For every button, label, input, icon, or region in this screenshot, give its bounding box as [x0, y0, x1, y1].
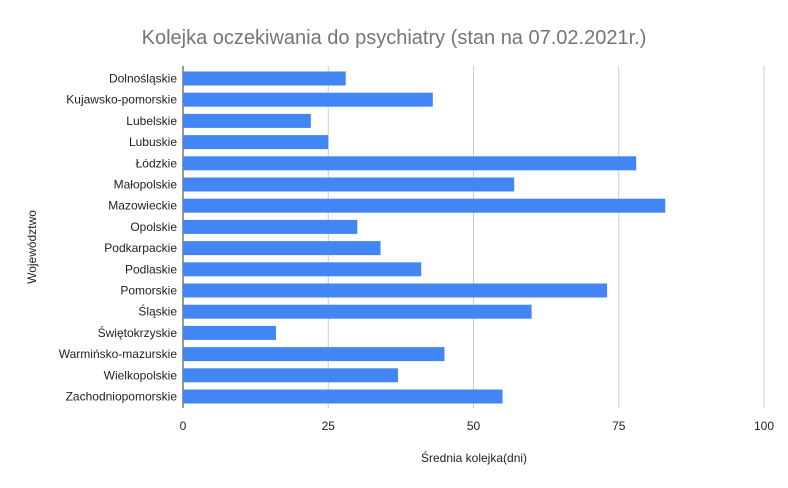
x-tick-label: 75 — [612, 419, 626, 433]
category-label: Pomorskie — [120, 284, 177, 298]
category-label: Łódzkie — [136, 156, 178, 170]
bar — [183, 368, 398, 383]
bar — [183, 113, 311, 128]
category-label: Wielkopolskie — [104, 368, 178, 382]
category-label: Warmińsko-mazurskie — [59, 347, 178, 361]
bar — [183, 241, 381, 256]
bar — [183, 156, 637, 171]
category-label: Zachodniopomorskie — [66, 390, 178, 404]
bar — [183, 135, 329, 150]
bar — [183, 389, 503, 404]
bar — [183, 198, 666, 213]
x-tick-label: 0 — [180, 419, 187, 433]
category-label: Podlaskie — [125, 262, 177, 276]
category-label: Kujawsko-pomorskie — [66, 93, 177, 107]
x-axis-title: Średnia kolejka(dni) — [421, 450, 527, 465]
chart-title: Kolejka oczekiwania do psychiatry (stan … — [142, 27, 647, 49]
x-tick-label: 100 — [754, 419, 774, 433]
bar — [183, 262, 422, 277]
category-labels: Dolnośląskie Kujawsko-pomorskie Lubelskie L… — [59, 72, 178, 404]
bar — [183, 219, 358, 234]
category-label: Mazowieckie — [108, 199, 177, 213]
bar — [183, 304, 532, 319]
category-label: Opolskie — [130, 220, 177, 234]
category-label: Podkarpackie — [104, 241, 177, 255]
category-label: Lubuskie — [129, 135, 177, 149]
bar — [183, 177, 515, 192]
y-axis-title: Województwo — [25, 210, 39, 284]
category-label: Lubelskie — [126, 114, 177, 128]
bars — [183, 71, 666, 404]
x-tick-label: 25 — [322, 419, 336, 433]
category-label: Świętokrzyskie — [98, 325, 178, 340]
bar — [183, 347, 445, 362]
category-label: Dolnośląskie — [109, 72, 177, 86]
bar — [183, 92, 433, 107]
x-tick-labels: 0 25 50 75 100 — [180, 419, 775, 433]
bar — [183, 71, 346, 86]
category-label: Śląskie — [138, 304, 177, 319]
category-label: Małopolskie — [114, 178, 178, 192]
x-tick-label: 50 — [467, 419, 481, 433]
bar — [183, 325, 276, 340]
bar — [183, 283, 608, 298]
